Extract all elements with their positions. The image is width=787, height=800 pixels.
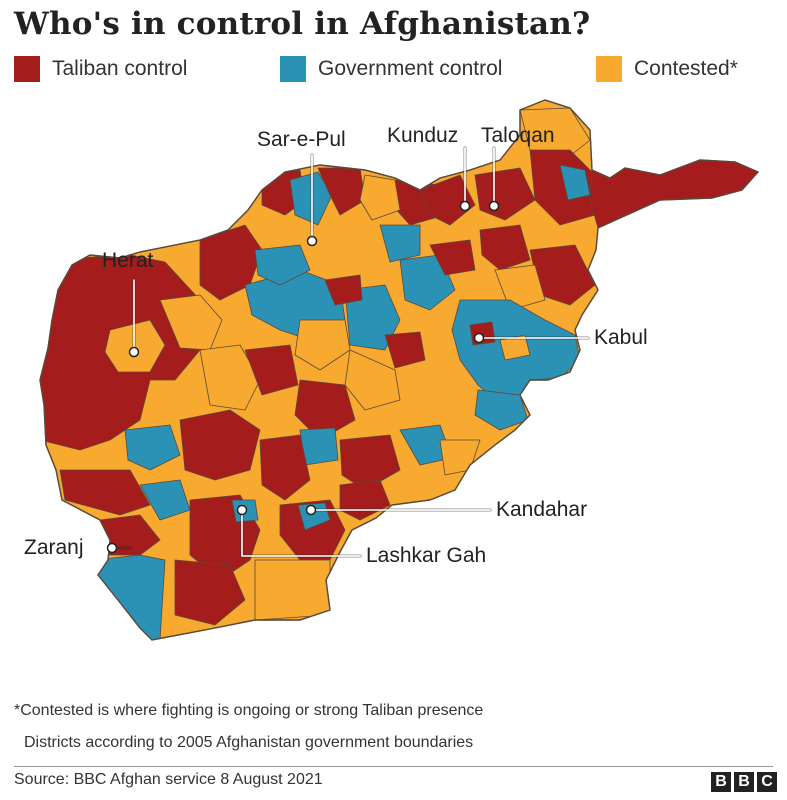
marker-zaranj — [106, 542, 118, 554]
city-label-zaranj: Zaranj — [24, 536, 84, 559]
leader-line-lashkar-gah — [241, 509, 361, 557]
district-centre-taliban-4 — [244, 344, 299, 396]
district-centre-taliban-3 — [294, 379, 356, 441]
district-south-contested-2 — [439, 439, 481, 476]
district-central-taliban-2 — [324, 274, 363, 306]
country-border — [39, 99, 760, 641]
marker-kandahar — [305, 504, 317, 516]
chart-title: Who's in control in Afghanistan? — [14, 6, 591, 42]
legend-swatch-taliban — [14, 56, 40, 82]
district-southwest-contested — [199, 344, 261, 411]
district-herat-contested — [104, 319, 166, 373]
legend-item-government: Government control — [280, 56, 502, 82]
bbc-logo: B B C — [711, 772, 777, 792]
legend: Taliban control Government control Conte… — [14, 56, 774, 82]
legend-item-contested: Contested* — [596, 56, 738, 82]
district-west-gov — [124, 424, 181, 471]
marker-kunduz — [459, 200, 471, 212]
city-label-kandahar: Kandahar — [496, 498, 588, 521]
district-southwest-taliban-1 — [179, 409, 261, 481]
afghanistan-map — [39, 99, 760, 641]
footer-divider — [14, 766, 773, 767]
marker-lashkar-gah — [236, 504, 248, 516]
city-label-kabul: Kabul — [594, 326, 648, 349]
district-south-taliban-1 — [259, 434, 311, 501]
city-label-kunduz: Kunduz — [387, 124, 459, 147]
marker-herat — [128, 346, 140, 358]
district-kunduz-taliban — [419, 174, 476, 226]
legend-label-contested: Contested* — [634, 57, 738, 80]
bbc-logo-letter-3: C — [757, 772, 777, 792]
city-label-herat: Herat — [102, 249, 154, 272]
source-note: Source: BBC Afghan service 8 August 2021 — [14, 771, 323, 788]
legend-label-taliban: Taliban control — [52, 57, 188, 80]
footnote-contested: *Contested is where fighting is ongoing … — [14, 702, 484, 719]
district-kabul-contested-1 — [499, 334, 531, 361]
district-south-border-contested — [254, 559, 331, 621]
district-north-contested-1 — [359, 174, 401, 221]
district-central-contested-1 — [294, 319, 351, 371]
district-helmand-south-taliban — [174, 559, 246, 626]
district-west-contested — [159, 294, 223, 351]
district-farah-taliban — [59, 469, 151, 516]
district-kandahar-taliban-2 — [339, 479, 391, 521]
city-label-sar-e-pul: Sar-e-Pul — [257, 128, 346, 151]
district-east-contested — [494, 264, 546, 311]
district-nimroz-gov — [94, 554, 166, 640]
district-central-gov-3 — [399, 254, 456, 311]
legend-label-government: Government control — [318, 57, 503, 80]
district-south-taliban-2 — [339, 434, 401, 491]
district-north-gov-2 — [379, 224, 421, 263]
marker-kabul — [473, 332, 485, 344]
footnote-districts: Districts according to 2005 Afghanistan … — [24, 734, 474, 751]
bbc-logo-letter-2: B — [734, 772, 754, 792]
legend-swatch-contested — [596, 56, 622, 82]
district-centre-contested-2 — [344, 349, 401, 411]
city-label-lashkar-gah: Lashkar Gah — [366, 544, 487, 567]
district-north-gov-1 — [289, 171, 333, 226]
district-central-gov-4 — [254, 244, 311, 286]
legend-item-taliban: Taliban control — [14, 56, 187, 82]
district-northeast-contested — [519, 107, 591, 161]
district-central-taliban-1 — [384, 331, 426, 369]
marker-sar-e-pul — [306, 235, 318, 247]
city-label-taloqan: Taloqan — [481, 124, 555, 147]
bbc-logo-letter-1: B — [711, 772, 731, 792]
district-north-taliban-5 — [479, 224, 531, 271]
district-southeast-gov — [474, 389, 529, 431]
legend-swatch-government — [280, 56, 306, 82]
district-north-taliban-4 — [429, 239, 476, 276]
marker-taloqan — [488, 200, 500, 212]
